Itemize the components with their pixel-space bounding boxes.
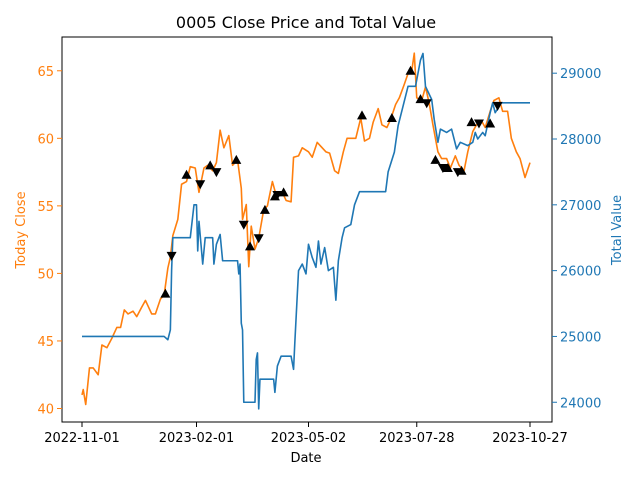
sell-marker xyxy=(253,234,264,244)
y-right-tick-label: 28000 xyxy=(560,133,601,148)
buy-marker xyxy=(245,241,255,251)
buy-marker xyxy=(278,187,289,197)
x-tick-label: 2023-05-02 xyxy=(271,431,347,446)
sell-marker xyxy=(492,101,503,111)
buy-marker xyxy=(386,113,397,123)
plot-frame xyxy=(61,36,553,423)
x-axis-label: Date xyxy=(290,451,321,466)
sell-marker xyxy=(166,251,177,261)
buy-marker xyxy=(231,154,242,164)
sell-marker xyxy=(195,180,206,190)
buy-marker xyxy=(466,117,477,127)
y-left-tick-label: 60 xyxy=(37,132,54,147)
sell-marker xyxy=(437,164,448,174)
buy-marker xyxy=(181,169,192,179)
sell-marker xyxy=(421,99,432,109)
y-left-tick-label: 65 xyxy=(37,65,54,80)
y-left-tick-label: 50 xyxy=(37,267,54,282)
y-right-tick-label: 25000 xyxy=(560,330,601,345)
y-left-tick-label: 40 xyxy=(37,402,54,417)
sell-marker xyxy=(452,168,463,178)
buy-marker xyxy=(205,160,216,170)
buy-marker xyxy=(485,118,496,128)
total-value-line xyxy=(82,52,530,410)
buy-marker xyxy=(357,110,367,120)
x-tick-label: 2023-10-27 xyxy=(492,431,568,446)
y-axis-left-label: Today Close xyxy=(14,191,29,269)
buy-marker xyxy=(442,163,453,173)
y-left-tick-label: 55 xyxy=(37,200,54,215)
buy-marker xyxy=(259,204,270,214)
buy-marker xyxy=(405,65,416,75)
y-right-tick-label: 24000 xyxy=(560,396,601,411)
y-left-tick-label: 45 xyxy=(37,335,54,350)
buy-marker xyxy=(430,154,441,164)
chart-title: 0005 Close Price and Total Value xyxy=(176,13,436,32)
y-axis-right-label: Total Value xyxy=(610,195,625,266)
y-right-tick-label: 29000 xyxy=(560,67,601,82)
y-right-tick-label: 26000 xyxy=(560,265,601,280)
y-right-tick-label: 27000 xyxy=(560,199,601,214)
sell-marker xyxy=(238,220,249,230)
sell-marker xyxy=(272,191,283,201)
x-tick-label: 2023-02-01 xyxy=(159,431,235,446)
sell-marker xyxy=(211,168,222,178)
sell-marker xyxy=(473,119,484,129)
x-tick-label: 2023-07-28 xyxy=(379,431,455,446)
buy-marker xyxy=(160,288,171,298)
x-tick-label: 2022-11-01 xyxy=(44,431,120,446)
close-price-line xyxy=(81,52,531,406)
